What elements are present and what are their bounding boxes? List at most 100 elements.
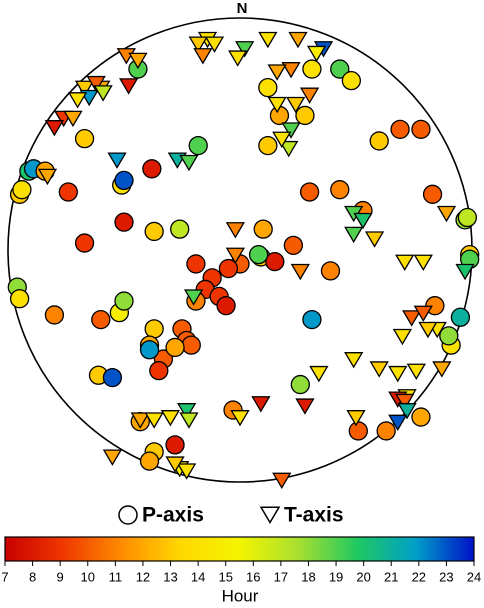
t-axis-point: [286, 96, 306, 114]
p-axis-point: [165, 337, 185, 358]
p-axis-point: [186, 254, 206, 274]
t-axis-point: [193, 48, 213, 65]
t-axis-point: [144, 412, 164, 429]
t-axis-point: [436, 205, 457, 223]
t-axis-point: [344, 226, 364, 244]
t-axis-point: [128, 52, 148, 70]
p-axis-point: [114, 212, 134, 232]
p-axis-point: [258, 135, 278, 156]
t-axis-point: [395, 393, 415, 411]
t-axis-point: [353, 212, 373, 230]
p-axis-point: [114, 170, 134, 191]
p-axis-point: [348, 421, 368, 441]
t-axis-point: [102, 449, 123, 466]
colorbar-tick-label: 17: [274, 569, 288, 584]
p-axis-point: [253, 219, 273, 239]
t-axis-point: [93, 85, 113, 102]
t-axis-point: [188, 36, 208, 53]
legend-symbol: [259, 506, 281, 525]
p-axis-point: [302, 309, 322, 330]
t-axis-point: [44, 120, 65, 137]
t-axis-point: [388, 365, 408, 383]
p-axis-point: [450, 307, 471, 327]
t-axis-point: [37, 168, 58, 186]
t-axis-point: [406, 363, 426, 380]
p-axis-point: [439, 326, 459, 346]
p-axis-point: [74, 128, 95, 149]
p-axis-point: [181, 335, 201, 355]
p-axis-point: [299, 182, 320, 202]
colorbar-tick-label: 23: [439, 569, 453, 584]
colorbar-tick-label: 11: [109, 569, 123, 584]
t-axis-point: [204, 36, 225, 53]
colorbar: [4, 536, 475, 562]
t-axis-point: [272, 472, 292, 490]
t-axis-point: [235, 41, 255, 58]
t-axis-point: [364, 231, 385, 248]
p-axis-point: [142, 159, 162, 179]
t-axis-point: [413, 254, 433, 271]
p-axis-point: [330, 59, 350, 79]
p-axis-point: [114, 291, 134, 311]
p-axis-point: [248, 244, 269, 265]
p-axis-point: [411, 119, 431, 140]
t-axis-point: [183, 289, 204, 306]
legend-label: T-axis: [284, 504, 344, 527]
colorbar-tick-label: 16: [246, 569, 260, 584]
colorbar-tick-label: 15: [218, 569, 232, 584]
t-axis-point: [309, 365, 329, 383]
colorbar-tick-label: 8: [29, 569, 36, 584]
p-axis-point: [12, 180, 32, 200]
t-axis-point: [455, 263, 475, 281]
colorbar-tick-label: 9: [57, 569, 64, 584]
t-axis-point: [74, 80, 95, 97]
p-axis-point: [422, 184, 443, 204]
t-axis-point: [63, 110, 83, 128]
t-axis-point: [272, 131, 292, 148]
t-axis-point: [388, 414, 408, 432]
p-axis-point: [9, 289, 30, 309]
p-axis-point: [330, 180, 350, 200]
legend-label: P-axis: [142, 504, 204, 527]
p-axis-point: [369, 131, 389, 151]
colorbar-tick-label: 24: [467, 569, 481, 584]
colorbar-tick-label: 7: [1, 569, 8, 584]
t-axis-point: [395, 254, 415, 271]
t-axis-point: [225, 247, 245, 264]
t-axis-point: [251, 396, 271, 413]
p-axis-point: [58, 182, 78, 202]
t-axis-point: [179, 154, 199, 172]
t-axis-point: [177, 463, 197, 480]
t-axis-point: [344, 352, 364, 369]
p-axis-point: [170, 219, 190, 239]
p-axis-point: [188, 135, 208, 156]
p-axis-point: [216, 296, 236, 316]
p-axis-point: [290, 374, 310, 395]
p-axis-point: [411, 407, 431, 427]
t-axis-point: [418, 321, 438, 339]
colorbar-tick-label: 10: [81, 569, 95, 584]
p-axis-point: [91, 309, 111, 330]
t-axis-point: [258, 31, 278, 49]
t-axis-point: [279, 140, 299, 158]
p-axis-point: [144, 319, 164, 339]
t-axis-point: [225, 222, 245, 239]
t-axis-point: [177, 403, 197, 420]
t-axis-point: [369, 361, 389, 378]
t-axis-point: [402, 310, 422, 327]
p-axis-point: [320, 261, 341, 281]
p-axis-point: [139, 451, 160, 471]
t-axis-point: [179, 412, 199, 429]
t-axis-point: [107, 152, 127, 169]
t-axis-point: [86, 75, 106, 93]
p-axis-point: [265, 251, 285, 272]
colorbar-tick-label: 14: [191, 569, 205, 584]
t-axis-point: [67, 92, 88, 109]
t-axis-point: [160, 410, 181, 427]
t-axis-point: [392, 328, 413, 346]
t-axis-point: [267, 64, 287, 81]
t-axis-point: [432, 361, 452, 378]
t-axis-point: [306, 45, 327, 63]
p-axis-point: [149, 360, 169, 381]
